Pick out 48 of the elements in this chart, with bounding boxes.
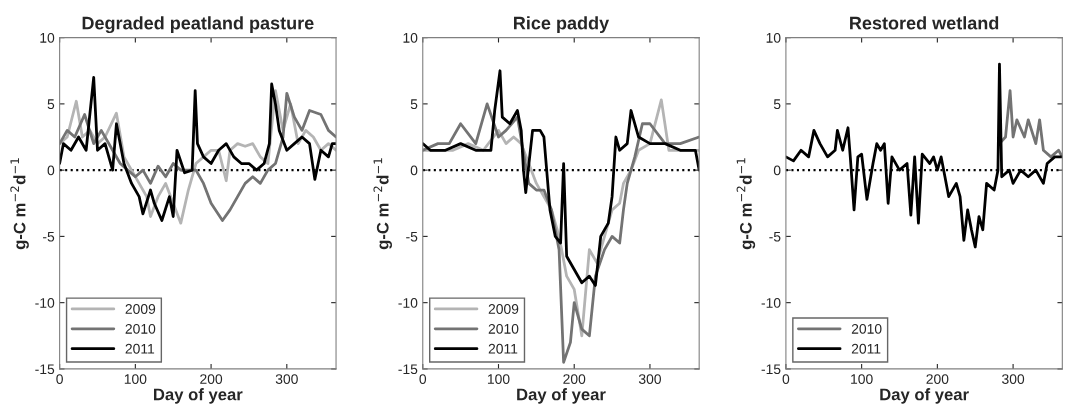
legend-label: 2011 <box>125 343 155 354</box>
chart-title: Degraded peatland pasture <box>82 16 314 34</box>
x-axis-title: Day of year <box>517 388 606 404</box>
y-tick-label: 0 <box>410 165 418 176</box>
legend-label: 2010 <box>488 323 519 334</box>
x-axis-title: Day of year <box>880 388 969 404</box>
y-tick-label: -5 <box>769 231 781 242</box>
y-axis-title: g-C m$^{−2}$d$^{−1}$ <box>10 158 29 250</box>
y-axis-title: g-C m$^{−2}$d$^{−1}$ <box>373 158 393 250</box>
legend-label: 2010 <box>851 323 882 334</box>
x-tick-label: 200 <box>926 374 949 384</box>
x-tick-label: 300 <box>638 374 661 384</box>
y-tick-label: 5 <box>410 99 418 110</box>
x-tick-label: 300 <box>1002 374 1025 384</box>
legend-label: 2011 <box>851 343 881 354</box>
x-tick-label: 200 <box>563 374 586 384</box>
legend-label: 2009 <box>125 304 156 314</box>
y-tick-label: -5 <box>43 231 55 242</box>
y-tick-label: 10 <box>766 32 781 43</box>
y-tick-label: -10 <box>398 297 418 308</box>
legend-label: 2011 <box>488 343 518 354</box>
y-tick-label: -10 <box>761 297 781 308</box>
x-tick-label: 0 <box>782 374 790 384</box>
y-tick-label: -15 <box>761 364 781 375</box>
chart-title: Restored wetland <box>850 16 999 30</box>
legend-label: 2009 <box>488 304 519 314</box>
y-tick-label: 5 <box>47 99 55 110</box>
y-tick-label: 0 <box>47 165 55 176</box>
x-tick-label: 100 <box>124 374 147 384</box>
y-axis-title: g-C m$^{−2}$d$^{−1}$ <box>736 158 756 250</box>
x-tick-label: 100 <box>851 374 873 384</box>
x-tick-label: 300 <box>275 374 298 384</box>
y-tick-label: -15 <box>35 364 55 375</box>
line-series <box>785 62 1063 249</box>
x-tick-label: 0 <box>419 374 427 384</box>
x-tick-label: 200 <box>200 374 223 384</box>
legend-label: 2010 <box>125 323 156 334</box>
y-tick-label: -15 <box>398 364 418 375</box>
x-tick-label: 100 <box>487 374 510 384</box>
y-tick-label: 0 <box>773 165 781 176</box>
x-axis-title: Day of year <box>154 388 243 404</box>
y-tick-label: 10 <box>40 32 55 43</box>
y-tick-label: -5 <box>406 231 418 242</box>
chart-title: Rice paddy <box>514 16 610 34</box>
x-tick-label: 0 <box>56 374 63 384</box>
y-tick-label: -10 <box>35 297 55 308</box>
y-tick-label: 5 <box>773 99 781 110</box>
y-tick-label: 10 <box>403 32 418 43</box>
